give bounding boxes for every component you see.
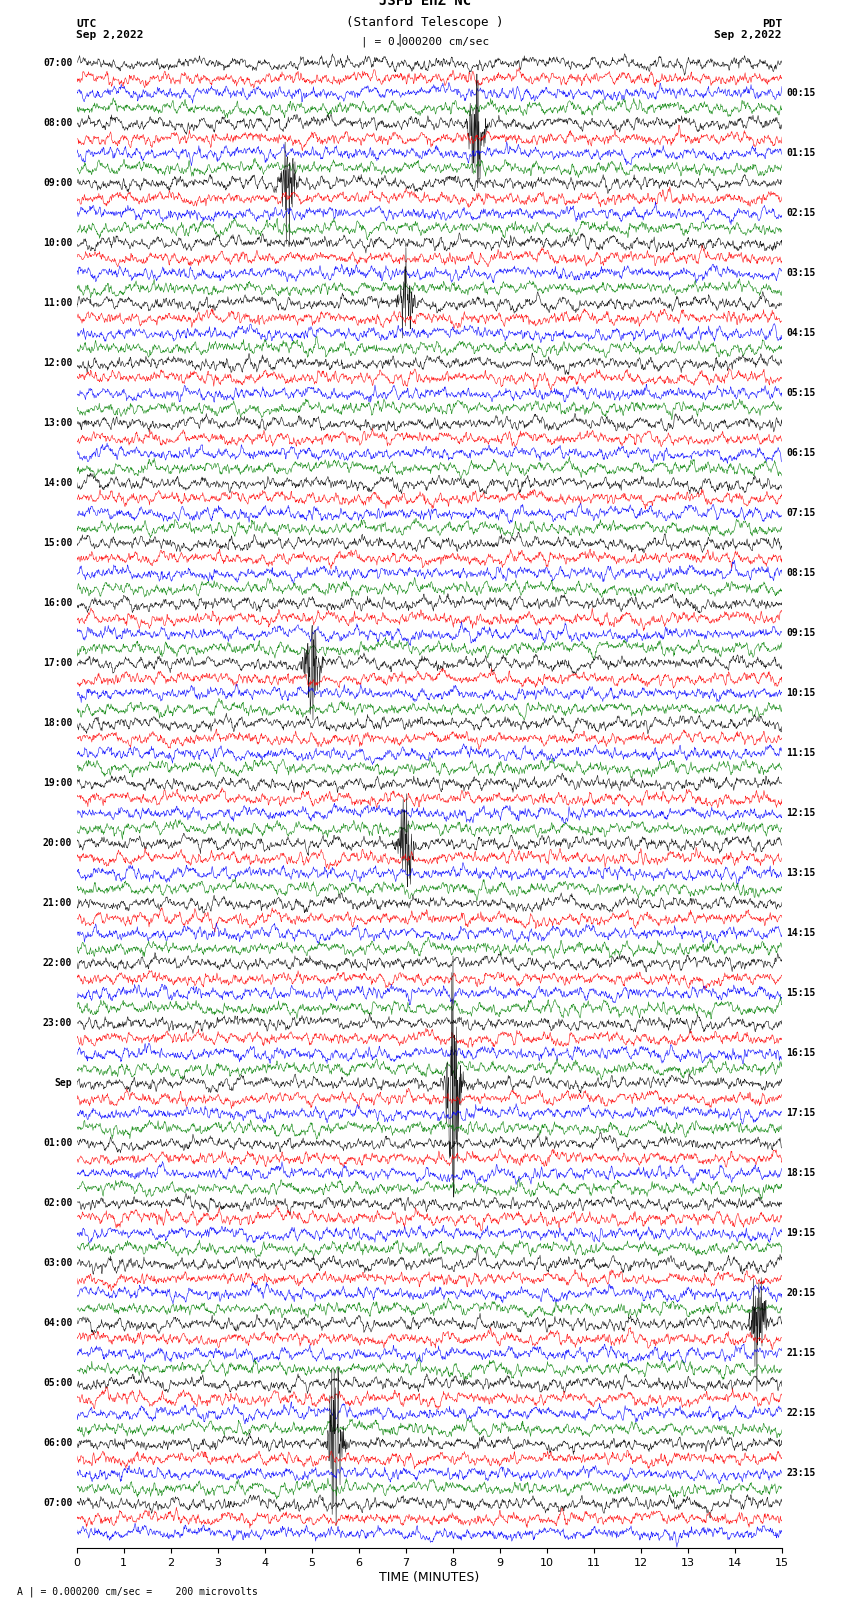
Text: 05:15: 05:15 [786, 389, 816, 398]
Text: 04:00: 04:00 [42, 1318, 72, 1329]
Text: 18:00: 18:00 [42, 718, 72, 729]
Text: Sep: Sep [54, 1079, 72, 1089]
Text: 23:00: 23:00 [42, 1018, 72, 1029]
Text: 03:00: 03:00 [42, 1258, 72, 1268]
Text: 22:00: 22:00 [42, 958, 72, 968]
Text: | = 0.000200 cm/sec: | = 0.000200 cm/sec [361, 35, 489, 47]
Text: 08:15: 08:15 [786, 568, 816, 579]
Text: 18:15: 18:15 [786, 1168, 816, 1179]
Text: 22:15: 22:15 [786, 1408, 816, 1418]
Text: 04:15: 04:15 [786, 329, 816, 339]
Text: 06:15: 06:15 [786, 448, 816, 458]
Text: UTC
Sep 2,2022: UTC Sep 2,2022 [76, 19, 144, 40]
Text: 17:15: 17:15 [786, 1108, 816, 1118]
Text: A | = 0.000200 cm/sec =    200 microvolts: A | = 0.000200 cm/sec = 200 microvolts [17, 1586, 258, 1597]
Text: 21:15: 21:15 [786, 1348, 816, 1358]
Text: (Stanford Telescope ): (Stanford Telescope ) [346, 16, 504, 29]
Text: 14:00: 14:00 [42, 479, 72, 489]
Text: |: | [397, 34, 401, 47]
Text: 15:00: 15:00 [42, 539, 72, 548]
Text: 03:15: 03:15 [786, 268, 816, 279]
Text: 23:15: 23:15 [786, 1468, 816, 1479]
Text: 16:00: 16:00 [42, 598, 72, 608]
Text: 02:00: 02:00 [42, 1198, 72, 1208]
Text: 20:15: 20:15 [786, 1289, 816, 1298]
Text: 00:15: 00:15 [786, 89, 816, 98]
Text: 05:00: 05:00 [42, 1379, 72, 1389]
Text: 10:15: 10:15 [786, 689, 816, 698]
Text: 07:15: 07:15 [786, 508, 816, 518]
Text: 13:00: 13:00 [42, 418, 72, 429]
Text: 19:15: 19:15 [786, 1229, 816, 1239]
Text: 09:15: 09:15 [786, 629, 816, 639]
Text: PDT
Sep 2,2022: PDT Sep 2,2022 [715, 19, 782, 40]
Text: 16:15: 16:15 [786, 1048, 816, 1058]
Text: 12:15: 12:15 [786, 808, 816, 818]
Text: 17:00: 17:00 [42, 658, 72, 668]
X-axis label: TIME (MINUTES): TIME (MINUTES) [379, 1571, 479, 1584]
Text: 02:15: 02:15 [786, 208, 816, 218]
Text: 01:00: 01:00 [42, 1139, 72, 1148]
Text: 14:15: 14:15 [786, 929, 816, 939]
Text: 21:00: 21:00 [42, 898, 72, 908]
Text: 13:15: 13:15 [786, 868, 816, 879]
Text: 01:15: 01:15 [786, 148, 816, 158]
Text: 19:00: 19:00 [42, 779, 72, 789]
Text: 07:00: 07:00 [42, 58, 72, 68]
Text: 09:00: 09:00 [42, 179, 72, 189]
Text: 08:00: 08:00 [42, 118, 72, 129]
Text: 06:00: 06:00 [42, 1439, 72, 1448]
Text: 15:15: 15:15 [786, 989, 816, 998]
Text: 12:00: 12:00 [42, 358, 72, 368]
Text: JSFB EHZ NC: JSFB EHZ NC [379, 0, 471, 8]
Text: 10:00: 10:00 [42, 239, 72, 248]
Text: 07:00: 07:00 [42, 1498, 72, 1508]
Text: 11:00: 11:00 [42, 298, 72, 308]
Text: 11:15: 11:15 [786, 748, 816, 758]
Text: 20:00: 20:00 [42, 839, 72, 848]
